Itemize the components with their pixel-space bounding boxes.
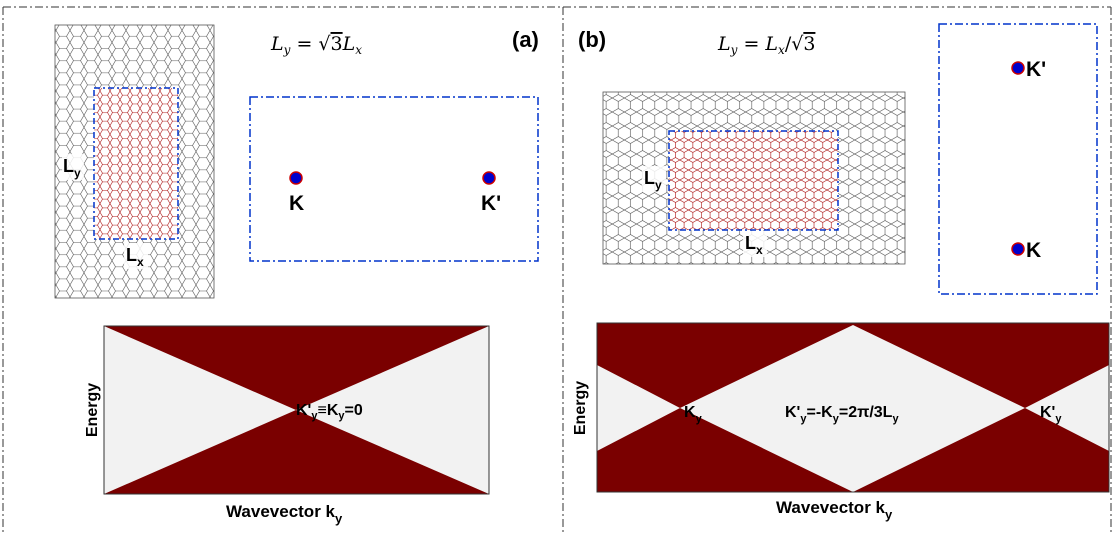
panel-a: (a) Ly = √3Lx Ly Lx K K' bbox=[54, 24, 539, 526]
outer-frame bbox=[2, 6, 1112, 533]
lattice-b: Ly Lx bbox=[602, 91, 906, 265]
kp-label-a: K' bbox=[481, 192, 501, 215]
kp-point-a bbox=[482, 171, 496, 185]
band-upper-a bbox=[104, 326, 489, 410]
kpy-label-b: K'y bbox=[1040, 404, 1062, 425]
bz-b: K' K bbox=[938, 23, 1098, 295]
dirac-annotation-b: K'y=-Ky=2π/3Ly bbox=[785, 404, 899, 425]
supercell-box-b bbox=[668, 130, 839, 231]
k-label-a: K bbox=[289, 192, 304, 215]
ly-label-a: Ly bbox=[63, 156, 81, 180]
xlabel-a: Wavevector ky bbox=[226, 502, 343, 526]
band-upper-b bbox=[597, 323, 1109, 408]
panel-b-label: (b) bbox=[578, 27, 606, 52]
lx-label-b: Lx bbox=[745, 233, 763, 257]
inner-lattice-b bbox=[669, 131, 838, 230]
band-plot-a: K'y≡Ky=0 Energy Wavevector ky bbox=[84, 325, 490, 526]
k-point-a bbox=[289, 171, 303, 185]
ly-label-b: Ly bbox=[644, 168, 662, 192]
kp-point-b bbox=[1011, 61, 1025, 75]
panel-a-label: (a) bbox=[512, 27, 539, 52]
bz-a: K K' bbox=[249, 96, 539, 262]
lx-label-a: Lx bbox=[126, 245, 144, 269]
kp-label-b: K' bbox=[1026, 58, 1046, 81]
ylabel-a: Energy bbox=[84, 383, 101, 437]
lattice-a: Ly Lx bbox=[54, 24, 215, 299]
band-frame-a bbox=[103, 325, 490, 495]
ky-label-b: Ky bbox=[684, 404, 703, 425]
inner-lattice-a bbox=[94, 88, 178, 239]
band-frame-b bbox=[596, 322, 1110, 493]
bz-box-b bbox=[938, 23, 1098, 295]
panel-b-relation: Ly = Lx/√3 bbox=[717, 33, 815, 57]
band-plot-b: Ky K'y K'y=-Ky=2π/3Ly Energy Wavevector … bbox=[572, 322, 1110, 522]
band-lower-a bbox=[104, 410, 489, 494]
dirac-annotation-a: K'y≡Ky=0 bbox=[296, 402, 363, 422]
bz-box-a bbox=[249, 96, 539, 262]
supercell-box-a bbox=[93, 87, 179, 240]
panel-a-relation: Ly = √3Lx bbox=[270, 33, 362, 57]
panel-b: (b) Ly = Lx/√3 Ly Lx K' K bbox=[572, 23, 1110, 522]
band-lower-b bbox=[597, 408, 1109, 492]
xlabel-b: Wavevector ky bbox=[776, 498, 893, 522]
k-point-b bbox=[1011, 242, 1025, 256]
ylabel-b: Energy bbox=[572, 381, 589, 435]
k-label-b: K bbox=[1026, 239, 1041, 262]
